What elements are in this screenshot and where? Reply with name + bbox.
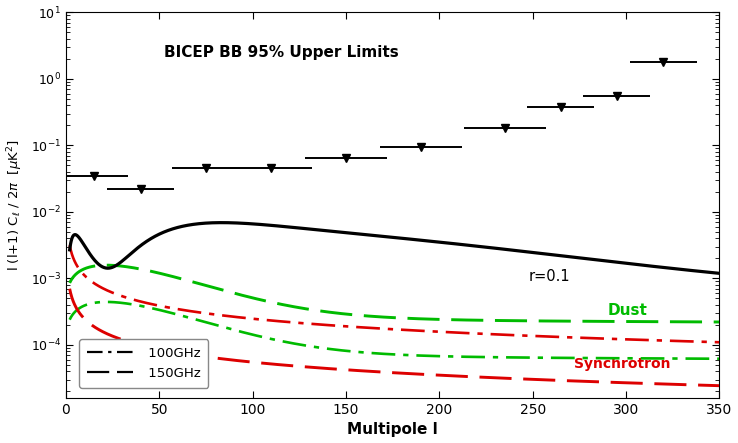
X-axis label: Multipole l: Multipole l xyxy=(348,423,438,437)
Text: Synchrotron: Synchrotron xyxy=(573,357,670,371)
Text: Dust: Dust xyxy=(607,303,647,318)
Legend:  100GHz,  150GHz: 100GHz, 150GHz xyxy=(79,339,208,388)
Text: BICEP BB 95% Upper Limits: BICEP BB 95% Upper Limits xyxy=(164,45,399,60)
Text: r=0.1: r=0.1 xyxy=(529,269,570,284)
Y-axis label: l (l+1) C$_\ell$ / 2$\pi$  [$\mu$K$^2$]: l (l+1) C$_\ell$ / 2$\pi$ [$\mu$K$^2$] xyxy=(6,140,25,271)
